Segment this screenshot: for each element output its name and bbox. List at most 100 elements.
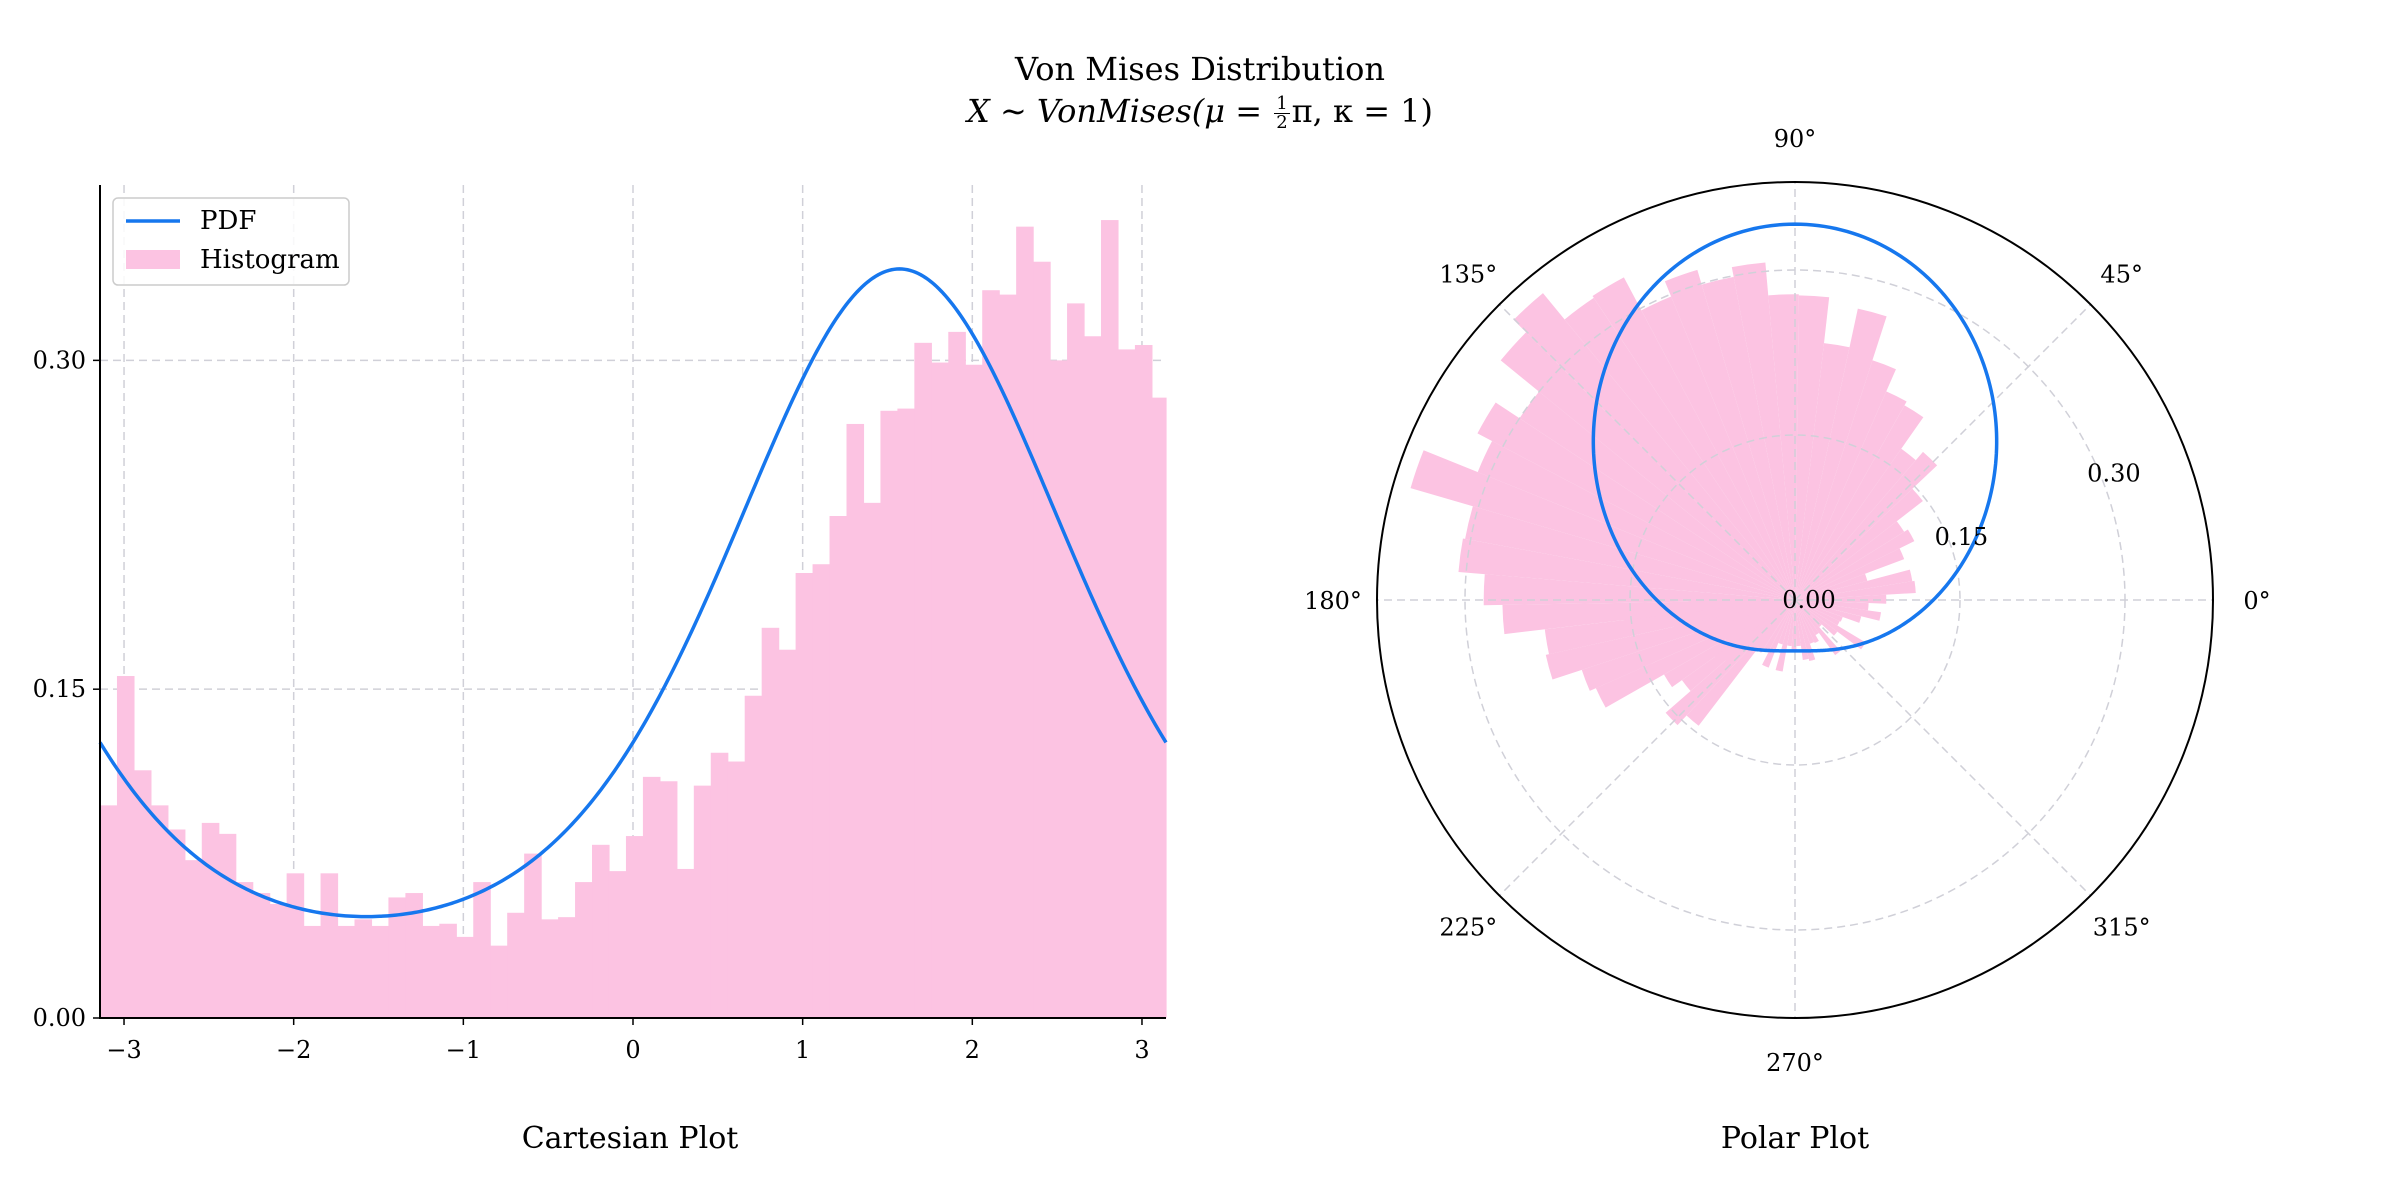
cartesian-xlabel: Cartesian Plot: [522, 1121, 739, 1156]
y-tick-label: 0.00: [33, 1004, 86, 1032]
histogram-bar: [982, 290, 1000, 1018]
polar-histogram-bar: [1795, 600, 1843, 622]
polar-histogram-bar: [1768, 294, 1799, 600]
polar-histogram-bar: [1641, 296, 1795, 600]
x-tick-label: 1: [795, 1036, 810, 1064]
x-tick-label: 0: [625, 1036, 640, 1064]
polar-histogram-bar: [1410, 450, 1795, 600]
polar-histogram-bar: [1595, 600, 1795, 708]
histogram-bar: [371, 925, 390, 1018]
polar-histogram-bar: [1581, 600, 1795, 691]
cartesian-pdf-line: [98, 267, 1168, 919]
histogram-bar: [608, 871, 627, 1018]
polar-histogram-bar: [1795, 580, 1916, 600]
subtitle-fraction-numerator: 1: [1274, 93, 1290, 114]
polar-histogram-bar: [1795, 600, 1840, 626]
histogram-bar: [354, 919, 373, 1018]
y-tick-label: 0.15: [33, 675, 86, 703]
histogram-bar: [473, 882, 491, 1018]
histogram-bar: [592, 844, 610, 1018]
polar-histogram-bar: [1795, 343, 1850, 600]
polar-histogram-bar: [1795, 600, 1815, 644]
polar-angle-label: 90°: [1774, 125, 1817, 153]
polar-histogram-bar: [1795, 573, 1868, 600]
histogram-bar: [541, 919, 559, 1018]
polar-angular-gridline: [1498, 303, 1796, 601]
polar-histogram-bar: [1795, 569, 1913, 600]
polar-radial-tick-label: 0.00: [1782, 586, 1835, 614]
polar-histogram-bar: [1795, 529, 1915, 600]
histogram-bar: [846, 423, 865, 1019]
histogram-bar: [829, 516, 848, 1018]
polar-histogram-bar: [1502, 600, 1795, 635]
polar-frame: [1376, 181, 2214, 1019]
polar-radial-gridline: [1629, 434, 1961, 766]
polar-histogram-bar: [1500, 332, 1795, 600]
histogram-bar: [422, 925, 440, 1018]
polar-histogram-bar: [1795, 600, 1866, 650]
polar-histogram-bar: [1795, 360, 1896, 600]
histogram-bar: [337, 925, 356, 1018]
histogram-bar: [761, 627, 780, 1018]
histogram-bar: [778, 649, 797, 1018]
histogram-bar: [1100, 220, 1119, 1019]
x-tick-label: 2: [965, 1036, 980, 1064]
polar-histogram-bar: [1664, 269, 1795, 600]
polar-histogram-bar: [1592, 277, 1795, 600]
x-tick-label: 3: [1134, 1036, 1149, 1064]
x-tick-label: −2: [276, 1036, 311, 1064]
histogram-bar: [812, 564, 831, 1018]
polar-histogram-bar: [1795, 308, 1887, 600]
histogram-bar: [999, 294, 1017, 1019]
polar-histogram-bar: [1701, 276, 1795, 600]
histogram-bar: [388, 897, 406, 1018]
polar-histogram-bar: [1795, 391, 1907, 600]
polar-xlabel: Polar Plot: [1721, 1121, 1869, 1156]
polar-angular-gridline: [1794, 303, 2092, 601]
y-tick-label: 0.30: [33, 346, 86, 374]
polar-histogram-bar: [1483, 574, 1795, 606]
histogram-bar: [320, 873, 339, 1018]
legend-histogram-label: Histogram: [200, 245, 340, 275]
polar-angle-label: 0°: [2243, 587, 2270, 615]
histogram-bar: [201, 822, 220, 1018]
histogram-bar: [456, 936, 474, 1018]
polar-histogram-bar: [1795, 600, 1869, 611]
figure-title: Von Mises Distribution: [1015, 50, 1385, 88]
polar-histogram-bar: [1544, 600, 1795, 655]
polar-histogram-bar: [1795, 600, 1882, 621]
polar-histogram-bar: [1795, 405, 1924, 600]
polar-histogram-bar: [1477, 402, 1795, 600]
histogram-bar: [303, 925, 322, 1018]
polar-histogram-bar: [1775, 600, 1795, 672]
subtitle-formula-end: , κ = 1): [1312, 92, 1434, 130]
polar-histogram-bar: [1686, 600, 1795, 726]
polar-histogram-bar: [1795, 548, 1905, 600]
histogram-bar: [965, 364, 983, 1018]
histogram-bar: [218, 833, 237, 1018]
cartesian-histogram: [100, 220, 1167, 1019]
polar-histogram-bar: [1778, 600, 1795, 645]
polar-histogram-bar: [1795, 600, 1809, 660]
polar-histogram-bar: [1795, 600, 1838, 636]
polar-angle-label: 315°: [2093, 914, 2151, 942]
histogram-bar: [184, 860, 203, 1018]
polar-angle-label: 180°: [1304, 587, 1362, 615]
polar-histogram-bar: [1764, 600, 1795, 651]
polar-histogram-bar: [1795, 600, 1819, 636]
legend: PDF Histogram: [112, 197, 350, 286]
polar-histogram-bar: [1458, 538, 1795, 600]
histogram-bar: [897, 408, 915, 1018]
x-tick-label: −1: [446, 1036, 481, 1064]
polar-angular-gridline: [1794, 599, 2092, 897]
subtitle-pi: π: [1291, 92, 1313, 130]
histogram-bar: [490, 945, 508, 1018]
histogram-bar: [100, 805, 118, 1018]
polar-radial-tick-label: 0.30: [2087, 460, 2140, 488]
polar-histogram-bar: [1545, 600, 1795, 680]
polar-histogram-bar: [1795, 600, 1801, 647]
histogram-bar: [931, 362, 949, 1018]
histogram-bar: [558, 917, 576, 1018]
histogram-bar: [744, 695, 763, 1018]
